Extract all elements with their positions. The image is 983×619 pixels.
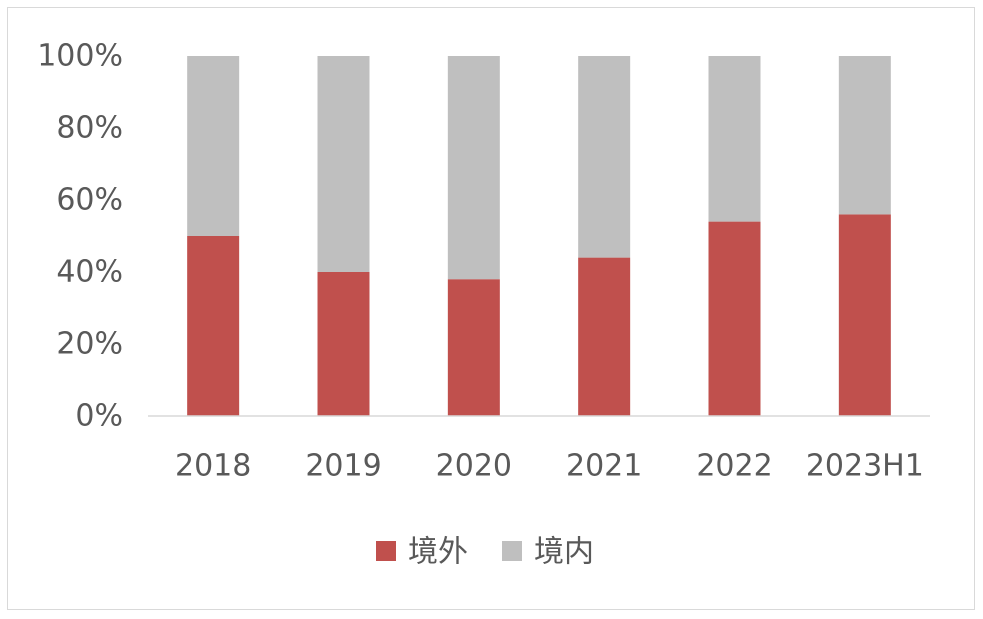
x-tick-label: 2020 <box>436 449 512 484</box>
x-tick-label: 2021 <box>566 449 642 484</box>
bars <box>187 56 891 416</box>
bar-overseas-2019 <box>317 272 370 416</box>
y-tick-label: 0% <box>75 399 123 434</box>
bar-overseas-2023H1 <box>838 214 891 416</box>
y-tick-label: 100% <box>37 39 123 74</box>
x-tick-label: 2018 <box>175 449 251 484</box>
bar-overseas-2018 <box>187 236 240 416</box>
bar-overseas-2022 <box>708 221 761 416</box>
legend-label: 境外 <box>408 535 468 570</box>
bar-domestic-2019 <box>317 56 370 272</box>
legend-swatch <box>502 541 522 561</box>
y-tick-label: 40% <box>56 255 123 290</box>
x-axis-ticks: 2018 2019 2020 2021 2022 2023H1 <box>175 449 924 484</box>
y-tick-label: 60% <box>56 183 123 218</box>
bar-overseas-2021 <box>578 257 631 416</box>
bar-overseas-2020 <box>447 279 500 416</box>
legend-swatch <box>376 541 396 561</box>
x-tick-label: 2022 <box>696 449 772 484</box>
y-tick-label: 20% <box>56 327 123 362</box>
bar-domestic-2020 <box>447 56 500 280</box>
bar-domestic-2018 <box>187 56 240 236</box>
bar-domestic-2022 <box>708 56 761 222</box>
bar-domestic-2023H1 <box>838 56 891 215</box>
x-tick-label: 2019 <box>305 449 381 484</box>
y-tick-label: 80% <box>56 111 123 146</box>
legend-label: 境内 <box>534 535 594 570</box>
y-axis-ticks: 0% 20% 40% 60% 80% 100% <box>37 39 123 434</box>
bar-domestic-2021 <box>578 56 631 258</box>
legend: 境外 境内 <box>376 535 594 570</box>
x-tick-label: 2023H1 <box>806 449 924 484</box>
